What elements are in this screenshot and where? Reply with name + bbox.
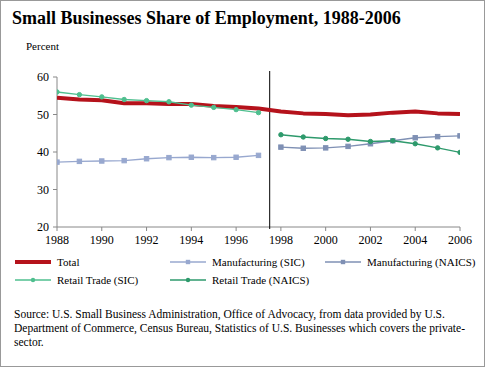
x-tick (460, 227, 461, 231)
series-line (57, 92, 259, 113)
series-marker (346, 137, 350, 141)
x-tick-label: 2000 (314, 233, 338, 247)
legend-label: Retail Trade (NAICS) (212, 274, 310, 287)
series-marker (323, 146, 327, 150)
series-marker (167, 100, 171, 104)
legend-entry: Total (15, 256, 79, 268)
legend-marker (341, 260, 345, 264)
series-marker (346, 144, 350, 148)
x-tick (280, 227, 281, 231)
x-tick (191, 227, 192, 231)
series-marker (77, 159, 81, 163)
series-marker (212, 155, 216, 159)
series-marker (212, 105, 216, 109)
x-axis (57, 227, 460, 228)
legend-marker (186, 260, 190, 264)
series-marker (413, 136, 417, 140)
series-marker (100, 95, 104, 99)
x-tick-label: 1998 (269, 233, 293, 247)
series-marker (301, 135, 305, 139)
x-tick (325, 227, 326, 231)
legend-entry: Retail Trade (NAICS) (170, 274, 310, 287)
y-tick-label: 60 (37, 70, 49, 84)
y-tick-label: 40 (37, 145, 49, 159)
x-tick (146, 227, 147, 231)
x-tick (236, 227, 237, 231)
series-marker (323, 136, 327, 140)
x-tick-label: 1990 (90, 233, 114, 247)
x-tick-label: 1996 (224, 233, 248, 247)
y-tick (53, 77, 57, 78)
series-marker (435, 146, 439, 150)
x-tick-label: 2002 (358, 233, 382, 247)
series-marker (189, 103, 193, 107)
legend-label: Manufacturing (NAICS) (367, 256, 476, 269)
series-marker (391, 139, 395, 143)
x-tick-label: 2006 (448, 233, 472, 247)
divider (269, 71, 270, 229)
x-tick-label: 1988 (45, 233, 69, 247)
x-tick (415, 227, 416, 231)
plot-area (57, 90, 460, 165)
series-marker (368, 139, 372, 143)
legend-marker (31, 278, 35, 282)
series-line (57, 155, 259, 162)
legend-swatch (15, 260, 51, 264)
series-marker (57, 90, 59, 94)
y-axis-label: Percent (26, 40, 59, 52)
series-line (281, 135, 460, 153)
legend-label: Total (57, 256, 79, 268)
series-marker (256, 110, 260, 114)
y-tick (53, 152, 57, 153)
series-marker (458, 134, 460, 138)
x-tick-label: 1994 (179, 233, 203, 247)
series-marker (100, 159, 104, 163)
series-marker (279, 133, 283, 137)
frame (1, 1, 485, 367)
series-marker (458, 150, 460, 154)
x-tick-label: 2004 (403, 233, 427, 247)
y-tick-label: 50 (37, 108, 49, 122)
x-tick (101, 227, 102, 231)
series-line (57, 98, 460, 116)
series-marker (189, 155, 193, 159)
series-marker (144, 98, 148, 102)
series-marker (234, 107, 238, 111)
series-marker (391, 139, 395, 143)
legend-marker (186, 278, 190, 282)
series-marker (167, 155, 171, 159)
legend-label: Manufacturing (SIC) (212, 256, 305, 269)
x-tick-label: 1992 (135, 233, 159, 247)
series-marker (57, 160, 59, 164)
series-marker (77, 92, 81, 96)
x-tick (57, 227, 58, 231)
legend-entry: Manufacturing (NAICS) (325, 256, 476, 269)
series-marker (413, 142, 417, 146)
legend-entry: Manufacturing (SIC) (170, 256, 305, 269)
y-tick (53, 227, 57, 228)
y-tick-label: 30 (37, 183, 49, 197)
title: Small Businesses Share of Employment, 19… (12, 8, 401, 28)
y-tick-label: 20 (37, 220, 49, 234)
y-tick (53, 189, 57, 190)
series-marker (122, 97, 126, 101)
legend-entry: Retail Trade (SIC) (15, 274, 139, 287)
series-marker (234, 155, 238, 159)
legend-label: Retail Trade (SIC) (57, 274, 139, 287)
y-tick (53, 114, 57, 115)
series-marker (122, 158, 126, 162)
series-marker (301, 146, 305, 150)
series-marker (144, 157, 148, 161)
series-marker (256, 153, 260, 157)
series-marker (435, 134, 439, 138)
source-note: Source: U.S. Small Business Administrati… (14, 307, 472, 349)
x-tick (370, 227, 371, 231)
series-marker (279, 145, 283, 149)
